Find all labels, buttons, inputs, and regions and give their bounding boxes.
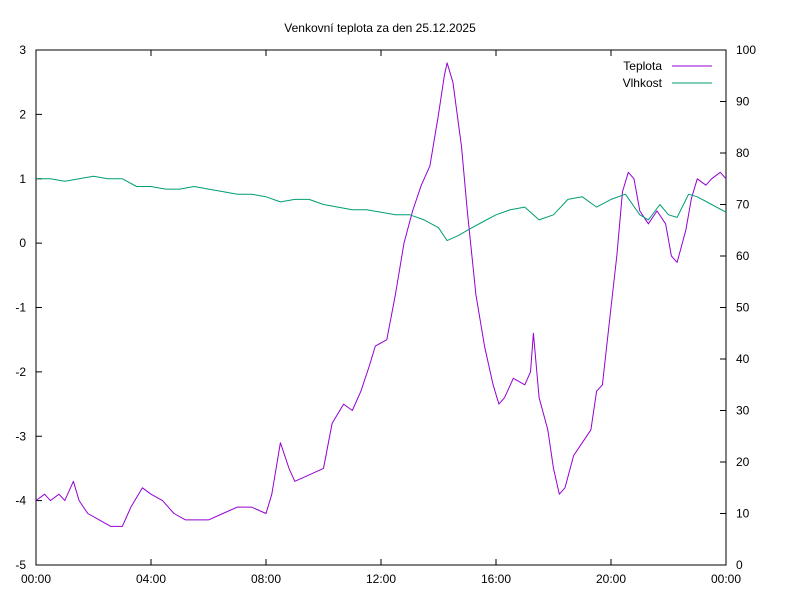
legend-label-teplota: Teplota [623,59,662,73]
x-tick-label: 04:00 [136,572,166,586]
y-left-tick-label: 0 [19,236,26,250]
series-line-teplota [35,62,727,527]
y-right-tick-label: 60 [736,249,750,263]
y-right-tick-label: 0 [736,558,743,572]
y-left-tick-label: -4 [15,494,26,508]
y-left-tick-label: 3 [19,43,26,57]
y-left-tick-label: -5 [15,558,26,572]
y-left-tick-label: -2 [15,365,26,379]
y-right-tick-label: 90 [736,95,750,109]
y-left-tick-label: -3 [15,429,26,443]
x-tick-label: 00:00 [21,572,51,586]
y-left-tick-label: -1 [15,301,26,315]
x-tick-label: 16:00 [481,572,511,586]
y-left-tick-label: 2 [19,107,26,121]
y-right-tick-label: 10 [736,507,750,521]
legend: Teplota Vlhkost [623,59,712,90]
y-right-tick-label: 20 [736,455,750,469]
y-right-tick-label: 50 [736,301,750,315]
x-tick-label: 12:00 [366,572,396,586]
y-right-tick-label: 80 [736,146,750,160]
y-left-axis-ticks: 3 2 1 0 -1 -2 -3 -4 -5 [15,43,42,572]
series-layer [35,62,727,527]
y-right-tick-label: 70 [736,198,750,212]
y-right-tick-label: 100 [736,43,756,57]
x-tick-label: 08:00 [251,572,281,586]
chart-title: Venkovní teplota za den 25.12.2025 [284,21,476,35]
x-axis-ticks: 00:00 04:00 08:00 12:00 16:00 20:00 00:00 [21,50,741,586]
y-right-tick-label: 40 [736,352,750,366]
legend-label-vlhkost: Vlhkost [623,76,663,90]
plot-frame [35,49,727,566]
series-line-vlhkost [36,175,727,242]
x-tick-label: 20:00 [596,572,626,586]
y-right-tick-label: 30 [736,404,750,418]
x-tick-label: 00:00 [711,572,741,586]
y-left-tick-label: 1 [19,172,26,186]
